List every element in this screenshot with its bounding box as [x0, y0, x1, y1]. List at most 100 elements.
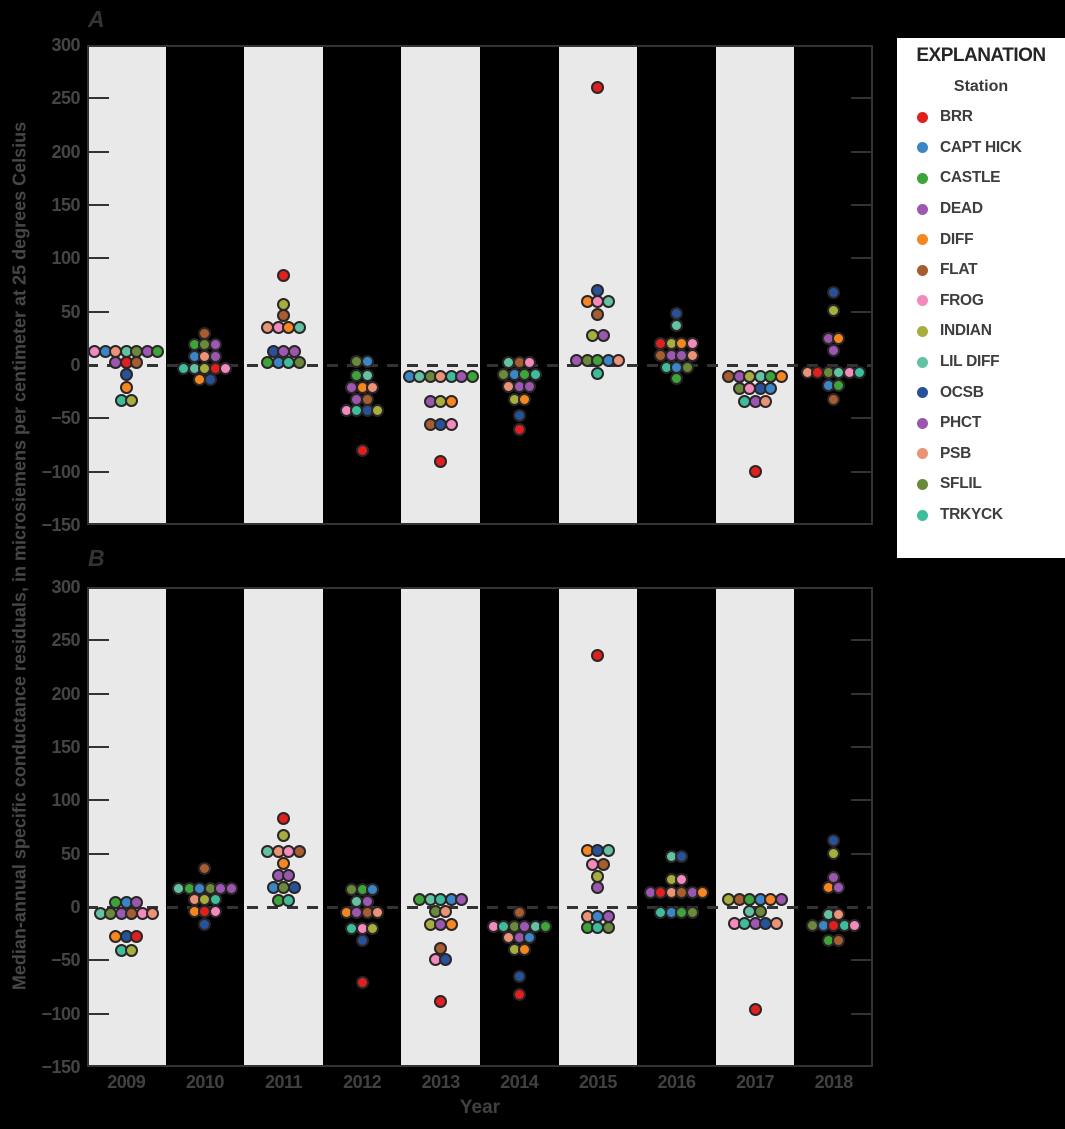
legend-item: CAPT HICK — [897, 133, 1065, 164]
station-name-label: LIL DIFF — [940, 353, 1000, 371]
plot-frame-right — [871, 45, 873, 525]
data-point — [518, 392, 532, 406]
data-point — [119, 368, 133, 382]
data-point — [292, 321, 306, 335]
data-point — [355, 933, 369, 947]
y-axis-tick-right — [851, 310, 873, 313]
data-point — [832, 881, 846, 895]
y-axis-tick-label: 100 — [51, 790, 80, 811]
legend-item: FROG — [897, 286, 1065, 317]
data-point — [439, 904, 453, 918]
station-color-dot — [917, 295, 928, 307]
data-point — [523, 379, 537, 393]
station-name-label: FROG — [940, 291, 984, 309]
data-point — [523, 931, 537, 945]
data-point — [591, 881, 605, 895]
y-axis-tick-label: 200 — [51, 141, 80, 162]
data-point — [130, 930, 144, 944]
data-point — [198, 917, 212, 931]
plot-frame-right — [871, 587, 873, 1067]
y-axis-tick-label: 0 — [70, 897, 80, 917]
data-point — [277, 856, 290, 870]
data-point — [601, 294, 615, 308]
data-point — [125, 393, 139, 407]
station-color-dot — [917, 203, 928, 215]
plot-frame-top — [87, 45, 873, 47]
data-point — [355, 443, 369, 457]
data-point — [292, 356, 306, 370]
data-point — [444, 394, 458, 408]
data-point — [591, 308, 605, 322]
y-axis-tick-right — [851, 417, 873, 420]
data-point — [287, 344, 301, 358]
legend-item: INDIAN — [897, 316, 1065, 347]
data-point — [848, 918, 862, 932]
data-point — [434, 454, 448, 468]
plot-frame-bottom — [87, 523, 873, 525]
x-axis-year-label: 2017 — [736, 1072, 775, 1092]
data-point — [680, 360, 694, 374]
data-point — [277, 268, 290, 282]
legend-item: BRR — [897, 102, 1065, 133]
station-name-label: BRR — [940, 108, 973, 126]
legend-item: SFLIL — [897, 469, 1065, 500]
zero-reference-line — [87, 905, 873, 909]
y-axis-tick-label: 150 — [51, 737, 80, 757]
data-point — [827, 343, 841, 357]
data-point — [591, 81, 605, 95]
data-point — [512, 987, 526, 1001]
data-point — [444, 418, 458, 432]
data-point — [685, 348, 699, 362]
y-axis-tick-right — [851, 639, 873, 642]
data-point — [203, 373, 217, 387]
data-point — [292, 845, 306, 859]
data-point — [696, 885, 710, 899]
data-point — [748, 1002, 762, 1016]
data-point — [769, 916, 783, 930]
data-point — [748, 465, 762, 479]
legend-item: OCSB — [897, 377, 1065, 408]
year-band — [87, 45, 166, 525]
year-band — [87, 587, 166, 1067]
data-point — [596, 857, 610, 871]
year-band — [244, 45, 323, 525]
data-point — [523, 356, 537, 370]
year-band — [715, 587, 795, 1067]
station-color-dot — [917, 417, 928, 429]
station-color-dot — [917, 325, 928, 337]
data-point — [774, 370, 788, 384]
data-point — [224, 882, 238, 896]
y-axis-tick-label: −150 — [41, 1057, 80, 1077]
data-point — [827, 392, 841, 406]
y-axis-tick-right — [851, 470, 873, 473]
data-point — [146, 906, 160, 920]
y-axis-tick-left — [87, 150, 109, 153]
data-point — [601, 843, 615, 857]
station-color-dot — [917, 387, 928, 399]
y-axis-tick-right — [851, 959, 873, 962]
data-point — [366, 380, 380, 394]
plot-frame-left — [87, 587, 89, 1067]
y-axis-tick-left — [87, 470, 109, 473]
y-axis-tick-right — [851, 799, 873, 802]
station-name-label: FLAT — [940, 261, 978, 279]
data-point — [612, 354, 626, 368]
x-axis-year-label: 2016 — [657, 1072, 696, 1092]
year-band — [244, 587, 323, 1067]
station-name-label: DIFF — [940, 230, 974, 248]
year-band — [715, 45, 795, 525]
y-axis-tick-label: −50 — [50, 408, 81, 429]
data-point — [832, 378, 846, 392]
y-axis-tick-label: 100 — [51, 248, 80, 269]
y-axis-tick-label: 150 — [51, 195, 80, 215]
station-name-label: OCSB — [940, 383, 984, 401]
station-color-dot — [917, 111, 928, 123]
data-point — [528, 368, 542, 382]
data-point — [371, 404, 385, 418]
x-axis-year-label: 2012 — [343, 1072, 382, 1092]
data-point — [208, 904, 222, 918]
data-point — [366, 883, 380, 897]
data-point — [827, 304, 841, 318]
y-axis-tick-left — [87, 959, 109, 962]
